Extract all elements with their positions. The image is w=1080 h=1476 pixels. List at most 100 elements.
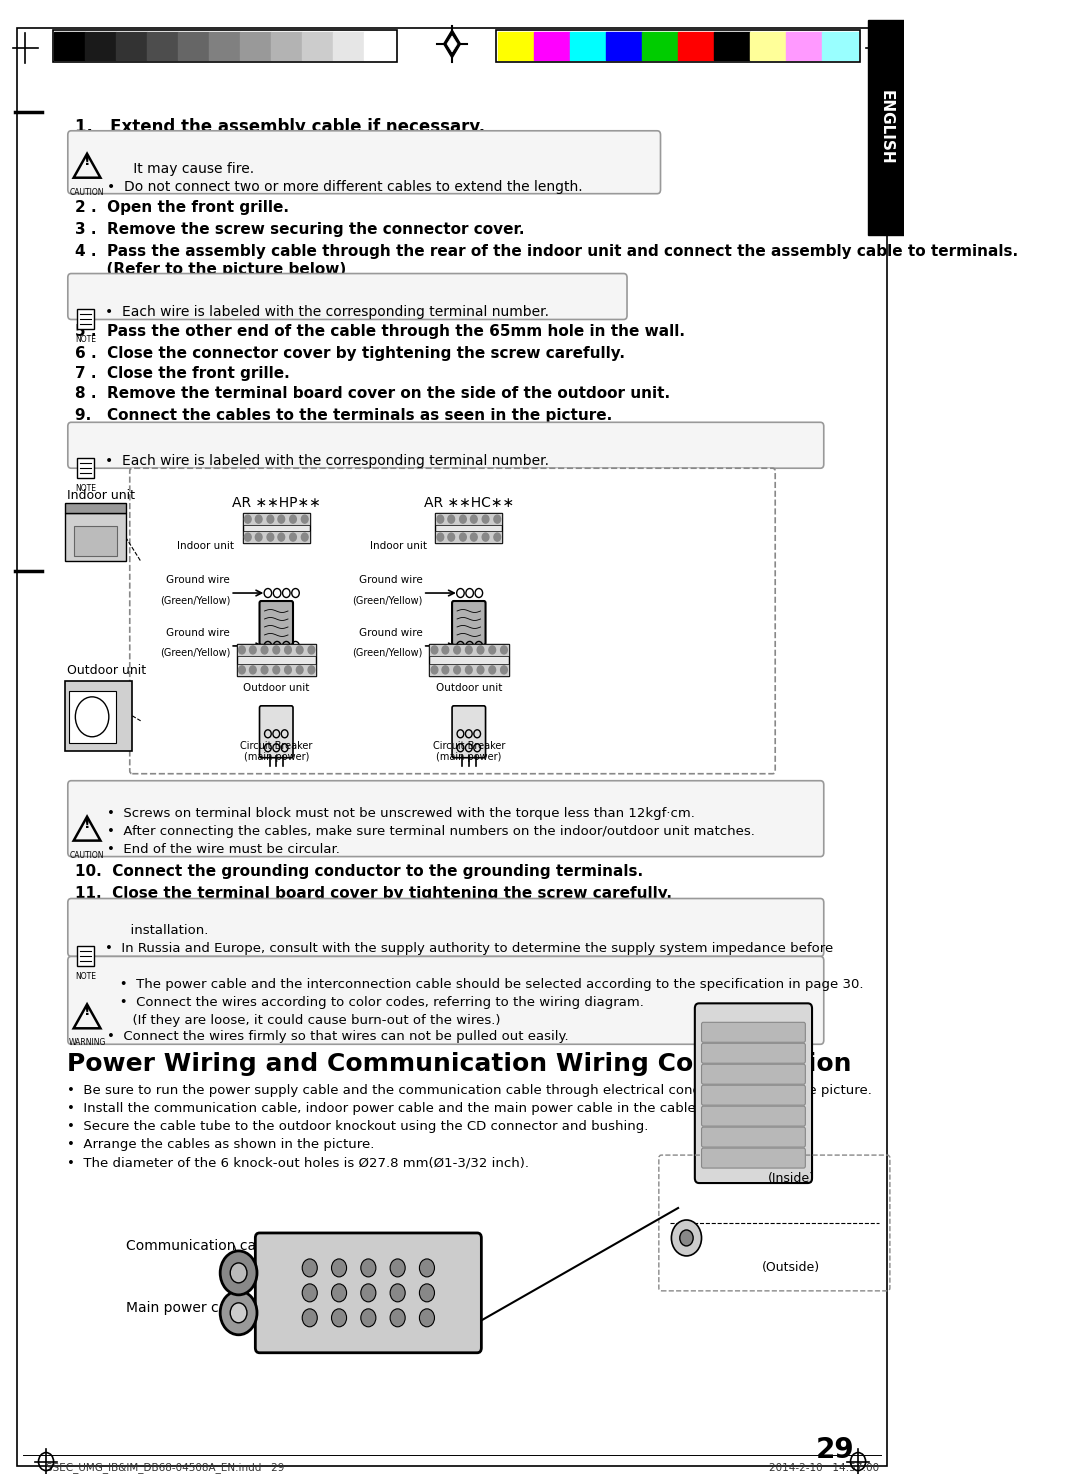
Bar <box>430 644 509 676</box>
Bar <box>73 525 118 556</box>
Circle shape <box>501 666 508 675</box>
Circle shape <box>285 646 292 654</box>
Bar <box>430 644 509 655</box>
Circle shape <box>437 533 444 542</box>
Text: •  In Russia and Europe, consult with the supply authority to determine the supp: • In Russia and Europe, consult with the… <box>105 943 833 955</box>
Text: Outdoor unit: Outdoor unit <box>67 664 146 677</box>
Bar <box>822 32 859 61</box>
Text: Outdoor unit: Outdoor unit <box>435 683 502 692</box>
Circle shape <box>419 1259 434 1277</box>
Bar <box>570 32 606 61</box>
Text: 4 .  Pass the assembly cable through the rear of the indoor unit and connect the: 4 . Pass the assembly cable through the … <box>76 244 1018 258</box>
Circle shape <box>220 1292 257 1334</box>
Text: (Outside): (Outside) <box>762 1262 820 1274</box>
Text: !: ! <box>84 816 91 831</box>
Text: Ground wire: Ground wire <box>166 576 230 584</box>
Text: 29: 29 <box>815 1436 854 1464</box>
FancyBboxPatch shape <box>702 1023 806 1042</box>
Text: (Green/Yellow): (Green/Yellow) <box>352 648 422 658</box>
Text: •  Screws on terminal block must not be unscrewed with the torque less than 12kg: • Screws on terminal block must not be u… <box>107 807 696 819</box>
Circle shape <box>261 666 268 675</box>
Bar <box>77 946 94 967</box>
FancyBboxPatch shape <box>702 1064 806 1085</box>
Text: NOTE: NOTE <box>75 973 96 982</box>
Text: •  End of the wire must be circular.: • End of the wire must be circular. <box>107 843 340 856</box>
Bar <box>435 531 502 543</box>
Bar <box>237 644 316 676</box>
Text: Power Wiring and Communication Wiring Configuration: Power Wiring and Communication Wiring Co… <box>67 1052 851 1076</box>
Circle shape <box>289 515 296 523</box>
Bar <box>65 680 132 751</box>
Text: •  Each wire is labeled with the corresponding terminal number.: • Each wire is labeled with the correspo… <box>105 306 549 319</box>
Text: NOTE: NOTE <box>75 335 96 344</box>
Bar <box>714 32 751 61</box>
Circle shape <box>278 515 285 523</box>
Circle shape <box>419 1309 434 1327</box>
Bar <box>435 514 502 543</box>
Circle shape <box>679 1230 693 1246</box>
Circle shape <box>267 533 273 542</box>
Circle shape <box>302 1284 318 1302</box>
Circle shape <box>278 533 285 542</box>
Circle shape <box>289 533 296 542</box>
Bar <box>751 32 786 61</box>
Bar <box>435 514 502 525</box>
Circle shape <box>471 515 477 523</box>
Bar <box>643 32 678 61</box>
Text: Indoor unit: Indoor unit <box>370 542 427 551</box>
Bar <box>302 32 334 61</box>
Text: 2014-2-10   14:57:00: 2014-2-10 14:57:00 <box>769 1463 879 1473</box>
Bar <box>117 32 147 61</box>
Circle shape <box>442 666 448 675</box>
Circle shape <box>477 646 484 654</box>
FancyBboxPatch shape <box>68 956 824 1045</box>
Circle shape <box>244 533 252 542</box>
Circle shape <box>249 646 256 654</box>
Bar <box>237 664 316 676</box>
Text: CAUTION: CAUTION <box>70 850 105 859</box>
Text: 11.  Close the terminal board cover by tightening the screw carefully.: 11. Close the terminal board cover by ti… <box>76 886 673 900</box>
Circle shape <box>361 1309 376 1327</box>
FancyBboxPatch shape <box>68 899 824 956</box>
Text: 7 .  Close the front grille.: 7 . Close the front grille. <box>76 366 291 381</box>
Bar <box>77 310 94 329</box>
Text: 2 .  Open the front grille.: 2 . Open the front grille. <box>76 199 289 214</box>
Bar <box>364 32 395 61</box>
Text: •  Arrange the cables as shown in the picture.: • Arrange the cables as shown in the pic… <box>67 1138 375 1151</box>
Text: Main power cable: Main power cable <box>125 1300 248 1315</box>
FancyBboxPatch shape <box>68 131 661 193</box>
Circle shape <box>332 1284 347 1302</box>
Text: •  The diameter of the 6 knock-out holes is Ø27.8 mm(Ø1-3/32 inch).: • The diameter of the 6 knock-out holes … <box>67 1156 529 1169</box>
Text: WARNING: WARNING <box>68 1038 106 1048</box>
Circle shape <box>460 515 467 523</box>
Circle shape <box>230 1263 247 1283</box>
Text: Outdoor unit: Outdoor unit <box>243 683 310 692</box>
Text: •  The power cable and the interconnection cable should be selected according to: • The power cable and the interconnectio… <box>107 979 864 992</box>
Circle shape <box>361 1284 376 1302</box>
Circle shape <box>477 666 484 675</box>
Bar <box>243 514 310 543</box>
Circle shape <box>494 515 501 523</box>
Text: AR ∗∗HP∗∗: AR ∗∗HP∗∗ <box>232 496 321 511</box>
Circle shape <box>296 646 303 654</box>
Bar <box>430 664 509 676</box>
Circle shape <box>494 533 501 542</box>
Circle shape <box>489 646 496 654</box>
Bar <box>678 32 714 61</box>
Circle shape <box>431 666 437 675</box>
Circle shape <box>249 666 256 675</box>
Circle shape <box>220 1252 257 1294</box>
Text: 3 .  Remove the screw securing the connector cover.: 3 . Remove the screw securing the connec… <box>76 221 525 236</box>
Circle shape <box>308 646 314 654</box>
Text: (main power): (main power) <box>436 751 501 762</box>
Bar <box>240 32 271 61</box>
Text: (Refer to the picture below): (Refer to the picture below) <box>76 261 347 276</box>
Bar <box>868 21 904 235</box>
Circle shape <box>460 533 467 542</box>
Text: SSEC_UMG_IB&IM_DB68-04508A_EN.indd   29: SSEC_UMG_IB&IM_DB68-04508A_EN.indd 29 <box>46 1463 284 1473</box>
Circle shape <box>332 1309 347 1327</box>
Circle shape <box>302 1309 318 1327</box>
Bar <box>243 531 310 543</box>
Text: NOTE: NOTE <box>75 484 96 493</box>
Text: 1.   Extend the assembly cable if necessary.: 1. Extend the assembly cable if necessar… <box>76 118 486 136</box>
